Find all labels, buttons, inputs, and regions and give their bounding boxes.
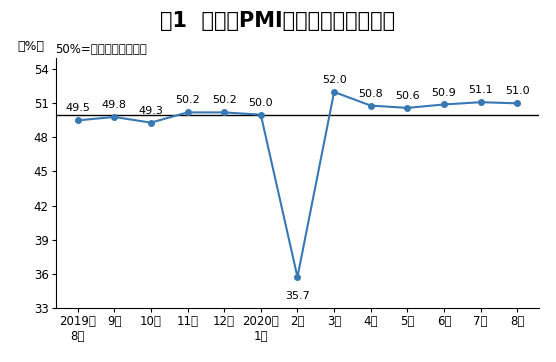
Text: 图1  制造业PMI指数（经季节调整）: 图1 制造业PMI指数（经季节调整） (161, 11, 395, 31)
Text: 49.5: 49.5 (65, 104, 90, 113)
Text: 52.0: 52.0 (322, 75, 346, 85)
Text: 49.8: 49.8 (102, 100, 127, 110)
Text: 50.2: 50.2 (175, 96, 200, 105)
Text: 51.0: 51.0 (505, 87, 530, 96)
Text: 50.2: 50.2 (212, 96, 236, 105)
Text: 49.3: 49.3 (138, 106, 163, 116)
Text: 51.1: 51.1 (468, 85, 493, 95)
Text: 50.9: 50.9 (431, 88, 456, 97)
Text: （%）: （%） (17, 40, 44, 53)
Text: 35.7: 35.7 (285, 291, 310, 301)
Text: 50%=与上月比较无变化: 50%=与上月比较无变化 (56, 43, 147, 56)
Text: 50.6: 50.6 (395, 91, 420, 101)
Text: 50.0: 50.0 (249, 98, 273, 108)
Text: 50.8: 50.8 (359, 89, 383, 99)
